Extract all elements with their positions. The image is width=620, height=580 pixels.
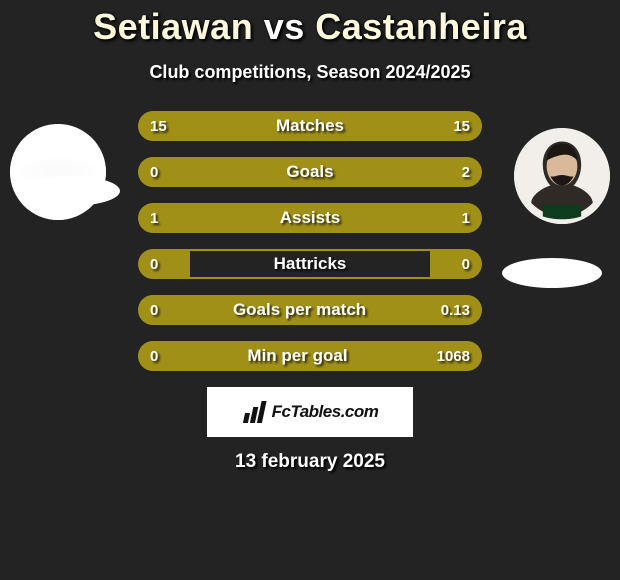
player-photo-icon (514, 128, 610, 224)
stat-bar: 15Matches15 (138, 111, 482, 141)
stat-bar: 0Hattricks0 (138, 249, 482, 279)
stat-bar: 1Assists1 (138, 203, 482, 233)
stat-bar-right-fill (430, 249, 482, 279)
stat-bar-left-fill (138, 203, 310, 233)
page-title: Setiawan vs Castanheira (0, 0, 620, 48)
bars-logo-icon (242, 399, 270, 425)
title-left: Setiawan (93, 6, 253, 47)
stat-bar-left-fill (138, 249, 190, 279)
left-club-badge (20, 176, 120, 206)
brand-text: FcTables.com (272, 402, 379, 422)
brand-badge: FcTables.com (207, 387, 413, 437)
stat-bar-right-fill (138, 295, 482, 325)
right-player-avatar (514, 128, 610, 224)
stat-bar: 0Goals2 (138, 157, 482, 187)
stat-bar: 0Goals per match0.13 (138, 295, 482, 325)
stat-bar-right-fill (138, 157, 482, 187)
title-right: Castanheira (315, 6, 527, 47)
stat-bar-right-fill (138, 341, 482, 371)
date-stamp: 13 february 2025 (0, 451, 620, 473)
stat-bar-left-fill (138, 111, 310, 141)
subtitle: Club competitions, Season 2024/2025 (0, 62, 620, 83)
title-vs: vs (264, 6, 305, 47)
stat-bar-right-fill (310, 203, 482, 233)
stats-bars: 15Matches15 0Goals2 1Assists1 0Hattricks0 0G… (138, 111, 482, 371)
stat-bar: 0Min per goal1068 (138, 341, 482, 371)
right-club-badge (502, 258, 602, 288)
stat-bar-right-fill (310, 111, 482, 141)
